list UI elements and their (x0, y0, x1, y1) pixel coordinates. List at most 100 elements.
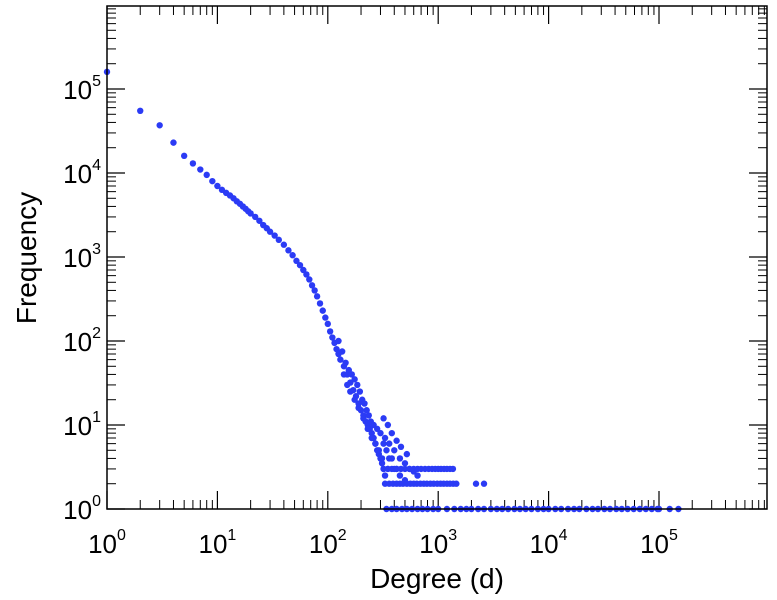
x-axis-label: Degree (d) (370, 563, 504, 594)
data-point (319, 307, 326, 314)
data-point (356, 388, 364, 395)
data-point (340, 371, 348, 378)
data-point (351, 376, 358, 383)
data-point (303, 271, 310, 278)
data-point (383, 447, 390, 454)
data-point (271, 232, 278, 239)
data-point (344, 381, 351, 389)
tick-exponent: 3 (448, 527, 457, 544)
data-point (316, 300, 324, 307)
data-point (380, 415, 387, 422)
data-point (396, 472, 404, 479)
data-point (203, 171, 210, 179)
data-point (472, 480, 480, 487)
data-point (401, 465, 409, 473)
x-tick-label: 101 (198, 527, 236, 559)
x-tick-label: 104 (530, 527, 568, 559)
data-point (401, 460, 409, 467)
y-tick-label: 105 (63, 73, 101, 105)
data-point (342, 359, 349, 367)
data-points (103, 68, 682, 513)
data-point (348, 371, 356, 378)
data-point (306, 276, 313, 283)
data-point (347, 388, 354, 395)
tick-base: 10 (63, 495, 92, 525)
data-point (453, 480, 460, 487)
data-point (296, 261, 304, 269)
y-axis-label: Frequency (11, 192, 42, 324)
data-point (351, 396, 358, 403)
data-point (313, 293, 321, 300)
data-point (338, 348, 346, 355)
data-point (365, 412, 372, 419)
data-point (388, 465, 396, 473)
tick-base: 10 (63, 243, 92, 273)
data-point (375, 447, 383, 454)
tick-exponent: 3 (92, 241, 101, 258)
data-point (363, 407, 370, 414)
data-point (414, 472, 421, 479)
y-tick-label: 103 (63, 241, 101, 273)
tick-base: 10 (309, 529, 338, 559)
tick-exponent: 1 (227, 527, 236, 544)
data-point (388, 429, 396, 437)
data-point (326, 328, 334, 335)
y-tick-label: 100 (63, 493, 101, 525)
data-point (197, 166, 204, 173)
data-point (354, 381, 361, 389)
x-tick-label: 105 (640, 527, 678, 559)
data-point (335, 337, 342, 345)
data-point (156, 122, 163, 129)
data-point (329, 334, 336, 341)
data-point (275, 236, 283, 244)
tick-exponent: 5 (92, 73, 101, 90)
plot-frame (106, 5, 768, 510)
data-point (361, 400, 368, 407)
data-point (324, 320, 331, 328)
data-point (386, 440, 393, 447)
data-point (360, 415, 367, 422)
data-point (214, 182, 221, 190)
tick-base: 10 (63, 411, 92, 441)
major-ticks (106, 6, 767, 510)
data-point (308, 282, 316, 289)
data-point (396, 455, 404, 462)
data-point (381, 434, 389, 442)
x-tick-label: 102 (309, 527, 347, 559)
x-tick-labels: 100 101 102 103 104 105 (88, 527, 678, 559)
x-tick-label: 100 (88, 527, 126, 559)
data-point (384, 421, 392, 429)
minor-ticks (107, 6, 767, 509)
tick-exponent: 0 (92, 493, 101, 510)
data-point (252, 213, 259, 221)
tick-base: 10 (63, 75, 92, 105)
tick-base: 10 (63, 159, 92, 189)
tick-base: 10 (640, 529, 669, 559)
data-point (337, 356, 344, 363)
data-point (137, 107, 144, 115)
data-point (170, 139, 177, 146)
y-tick-label: 102 (63, 325, 101, 357)
data-point (449, 465, 457, 473)
data-point (256, 217, 263, 224)
tick-exponent: 2 (92, 325, 101, 342)
data-point (372, 440, 379, 447)
data-point (397, 443, 405, 451)
data-point (381, 472, 389, 479)
data-point (285, 247, 292, 254)
y-tick-label: 101 (63, 409, 101, 441)
data-point (378, 460, 386, 467)
data-point (355, 404, 362, 412)
tick-exponent: 1 (92, 409, 101, 426)
y-tick-label: 104 (63, 157, 101, 189)
tick-exponent: 4 (92, 157, 101, 174)
data-point (391, 447, 398, 454)
data-point (289, 252, 296, 259)
data-point (189, 160, 197, 167)
data-point (247, 210, 254, 217)
data-point (364, 425, 371, 433)
data-point (388, 455, 396, 462)
